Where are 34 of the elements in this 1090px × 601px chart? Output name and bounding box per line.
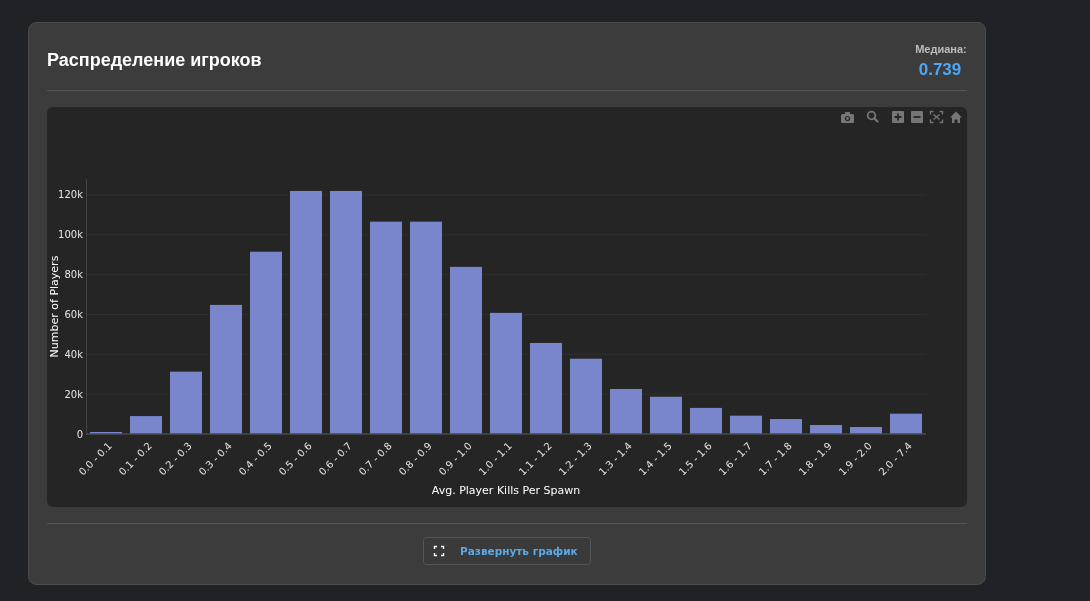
x-tick-label: 0.3 - 0.4 xyxy=(196,440,234,478)
y-tick-label: 20k xyxy=(64,388,84,400)
text: 0.739 xyxy=(918,60,962,79)
x-axis-title: Avg. Player Kills Per Spawn xyxy=(431,484,581,497)
y-tick-label: 0 xyxy=(76,428,83,440)
y-axis-title: Number of Players xyxy=(48,255,61,358)
y-tick-label: 100k xyxy=(58,229,84,241)
x-tick-label: 1.5 - 1.6 xyxy=(676,440,714,478)
x-tick-label: 0.0 - 0.1 xyxy=(76,440,114,478)
x-tick-label: 0.1 - 0.2 xyxy=(116,440,154,478)
text: Медиана: xyxy=(915,43,967,55)
x-tick-label: 1.0 - 1.1 xyxy=(476,440,514,478)
x-tick-label: 1.6 - 1.7 xyxy=(716,440,754,478)
x-tick-label: 2.0 - 7.4 xyxy=(876,440,914,478)
x-tick-label: 0.2 - 0.3 xyxy=(156,440,194,478)
x-tick-label: 0.7 - 0.8 xyxy=(356,440,394,478)
x-tick-label: 0.8 - 0.9 xyxy=(396,440,434,478)
y-tick-label: 120k xyxy=(58,189,84,201)
x-tick-label: 1.7 - 1.8 xyxy=(756,440,794,478)
x-tick-label: 0.5 - 0.6 xyxy=(276,440,314,478)
chart-title: Распределение игроков xyxy=(47,50,262,70)
x-tick-label: 0.9 - 1.0 xyxy=(436,440,474,478)
x-tick-label: 0.6 - 0.7 xyxy=(316,440,354,478)
y-tick-label: 80k xyxy=(64,269,84,281)
x-tick-label: 0.4 - 0.5 xyxy=(236,440,274,478)
x-tick-label: 1.8 - 1.9 xyxy=(796,440,834,478)
x-tick-label: 1.1 - 1.2 xyxy=(516,440,554,478)
y-tick-label: 60k xyxy=(64,308,84,320)
x-tick-label: 1.2 - 1.3 xyxy=(556,440,594,478)
y-tick-label: 40k xyxy=(64,348,84,360)
x-tick-label: 1.3 - 1.4 xyxy=(596,440,634,478)
x-tick-label: 1.9 - 2.0 xyxy=(836,440,874,478)
x-tick-label: 1.4 - 1.5 xyxy=(636,440,674,478)
text: Развернуть график xyxy=(460,545,578,557)
